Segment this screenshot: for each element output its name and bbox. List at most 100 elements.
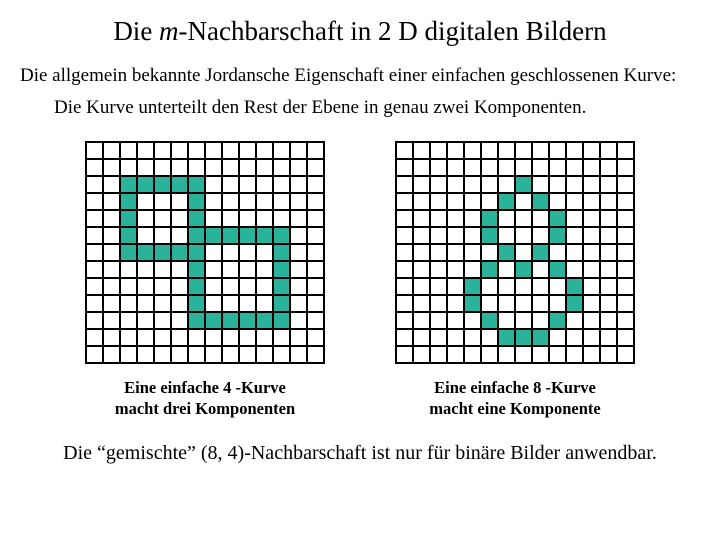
grid-cell <box>154 210 171 227</box>
statement-text: Die Kurve unterteilt den Rest der Ebene … <box>54 97 700 119</box>
grid-cell <box>583 329 600 346</box>
grid-cell <box>188 176 205 193</box>
right-caption-line2: macht eine Komponente <box>429 399 600 418</box>
grid-cell <box>566 278 583 295</box>
grid-cell <box>290 227 307 244</box>
grid-cell <box>171 159 188 176</box>
grid-cell <box>307 261 324 278</box>
grid-cell <box>137 295 154 312</box>
grid-cell <box>222 312 239 329</box>
grid-cell <box>396 312 413 329</box>
grid-cell <box>120 227 137 244</box>
grid-cell <box>154 261 171 278</box>
grid-cell <box>464 142 481 159</box>
grid-cell <box>137 346 154 363</box>
grid-cell <box>413 329 430 346</box>
left-grid <box>85 141 325 364</box>
grid-cell <box>154 142 171 159</box>
left-grid-block: Eine einfache 4 -Kurve macht drei Kompon… <box>85 141 325 419</box>
grid-cell <box>447 329 464 346</box>
grid-cell <box>600 159 617 176</box>
grid-cell <box>617 176 634 193</box>
grid-cell <box>86 244 103 261</box>
grid-cell <box>307 210 324 227</box>
grid-cell <box>103 329 120 346</box>
grid-cell <box>447 210 464 227</box>
grid-cell <box>549 312 566 329</box>
grid-cell <box>413 244 430 261</box>
grid-cell <box>222 261 239 278</box>
grid-cell <box>617 329 634 346</box>
grids-container: Eine einfache 4 -Kurve macht drei Kompon… <box>20 141 700 419</box>
grid-cell <box>498 244 515 261</box>
grid-cell <box>171 346 188 363</box>
grid-cell <box>154 176 171 193</box>
grid-cell <box>532 227 549 244</box>
grid-cell <box>532 295 549 312</box>
grid-cell <box>188 295 205 312</box>
grid-cell <box>307 193 324 210</box>
grid-cell <box>600 346 617 363</box>
grid-cell <box>447 176 464 193</box>
grid-cell <box>188 210 205 227</box>
grid-cell <box>396 244 413 261</box>
grid-cell <box>583 142 600 159</box>
grid-cell <box>481 142 498 159</box>
grid-cell <box>430 210 447 227</box>
grid-cell <box>481 261 498 278</box>
grid-cell <box>120 295 137 312</box>
grid-cell <box>222 244 239 261</box>
grid-cell <box>600 244 617 261</box>
right-caption: Eine einfache 8 -Kurve macht eine Kompon… <box>429 378 600 419</box>
grid-cell <box>515 227 532 244</box>
grid-cell <box>515 312 532 329</box>
grid-cell <box>549 329 566 346</box>
grid-cell <box>86 193 103 210</box>
grid-cell <box>307 176 324 193</box>
grid-cell <box>239 142 256 159</box>
grid-cell <box>583 312 600 329</box>
grid-cell <box>515 261 532 278</box>
grid-cell <box>86 312 103 329</box>
grid-cell <box>154 329 171 346</box>
grid-cell <box>154 244 171 261</box>
right-grid <box>395 141 635 364</box>
grid-cell <box>498 159 515 176</box>
grid-cell <box>86 329 103 346</box>
grid-cell <box>137 244 154 261</box>
grid-cell <box>103 244 120 261</box>
grid-cell <box>413 261 430 278</box>
grid-cell <box>222 159 239 176</box>
grid-cell <box>103 176 120 193</box>
grid-cell <box>583 346 600 363</box>
grid-cell <box>86 295 103 312</box>
grid-cell <box>290 142 307 159</box>
grid-cell <box>532 244 549 261</box>
grid-cell <box>222 329 239 346</box>
grid-cell <box>103 193 120 210</box>
title-m: m <box>159 16 179 46</box>
grid-cell <box>205 329 222 346</box>
grid-cell <box>566 346 583 363</box>
grid-cell <box>205 244 222 261</box>
grid-cell <box>137 159 154 176</box>
grid-cell <box>103 346 120 363</box>
grid-cell <box>103 227 120 244</box>
grid-cell <box>273 193 290 210</box>
grid-cell <box>307 227 324 244</box>
grid-cell <box>222 278 239 295</box>
right-grid-block: Eine einfache 8 -Kurve macht eine Kompon… <box>395 141 635 419</box>
grid-cell <box>430 142 447 159</box>
grid-cell <box>430 312 447 329</box>
grid-cell <box>600 142 617 159</box>
grid-cell <box>103 142 120 159</box>
grid-cell <box>447 295 464 312</box>
grid-cell <box>464 227 481 244</box>
grid-cell <box>396 142 413 159</box>
grid-cell <box>430 193 447 210</box>
grid-cell <box>290 210 307 227</box>
grid-cell <box>515 295 532 312</box>
grid-cell <box>290 278 307 295</box>
grid-cell <box>205 261 222 278</box>
grid-cell <box>515 329 532 346</box>
